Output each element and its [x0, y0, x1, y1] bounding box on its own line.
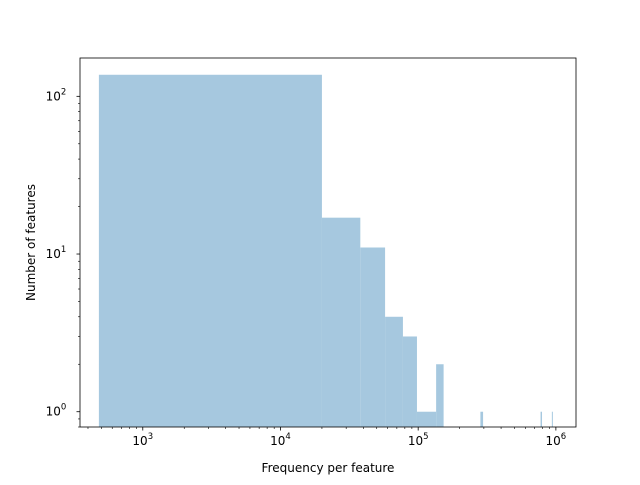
histogram-bar [402, 336, 417, 427]
bars-layer [98, 74, 553, 428]
y-tick-label: 102 [46, 87, 67, 103]
histogram-bar [551, 411, 553, 427]
x-tick-label: 106 [546, 432, 567, 448]
y-tick-label-exponent: 2 [61, 87, 66, 97]
plot-frame [79, 57, 577, 428]
x-tick-label: 103 [132, 432, 153, 448]
histogram-bar [436, 364, 444, 427]
histogram-bar [416, 411, 437, 427]
x-tick-label-exponent: 5 [423, 432, 428, 442]
histogram-bar [480, 411, 484, 427]
histogram-bar [360, 247, 386, 427]
y-tick-label: 100 [46, 403, 67, 419]
histogram-bar [540, 411, 543, 427]
y-tick-label-base: 10 [46, 405, 61, 419]
histogram-bar [98, 74, 322, 428]
y-tick-label-base: 10 [46, 247, 61, 261]
y-tick-label: 101 [46, 245, 67, 261]
x-tick-label-base: 10 [270, 434, 285, 448]
y-tick-label-exponent: 1 [61, 245, 66, 255]
y-axis-label: Number of features [24, 184, 38, 301]
x-tick-label-exponent: 4 [285, 432, 290, 442]
x-tick-label-base: 10 [546, 434, 561, 448]
y-tick-label-base: 10 [46, 89, 61, 103]
x-axis-label: Frequency per feature [262, 461, 395, 475]
histogram-bar [321, 217, 361, 427]
x-tick-label-exponent: 6 [561, 432, 566, 442]
y-tick-label-exponent: 0 [61, 403, 66, 413]
histogram-bar [385, 316, 403, 427]
x-tick-label: 104 [270, 432, 291, 448]
x-tick-label-base: 10 [408, 434, 423, 448]
x-tick-label: 105 [408, 432, 429, 448]
x-axis: 103 104 105 106 [87, 427, 567, 448]
x-tick-label-base: 10 [132, 434, 147, 448]
x-tick-label-exponent: 3 [148, 432, 153, 442]
